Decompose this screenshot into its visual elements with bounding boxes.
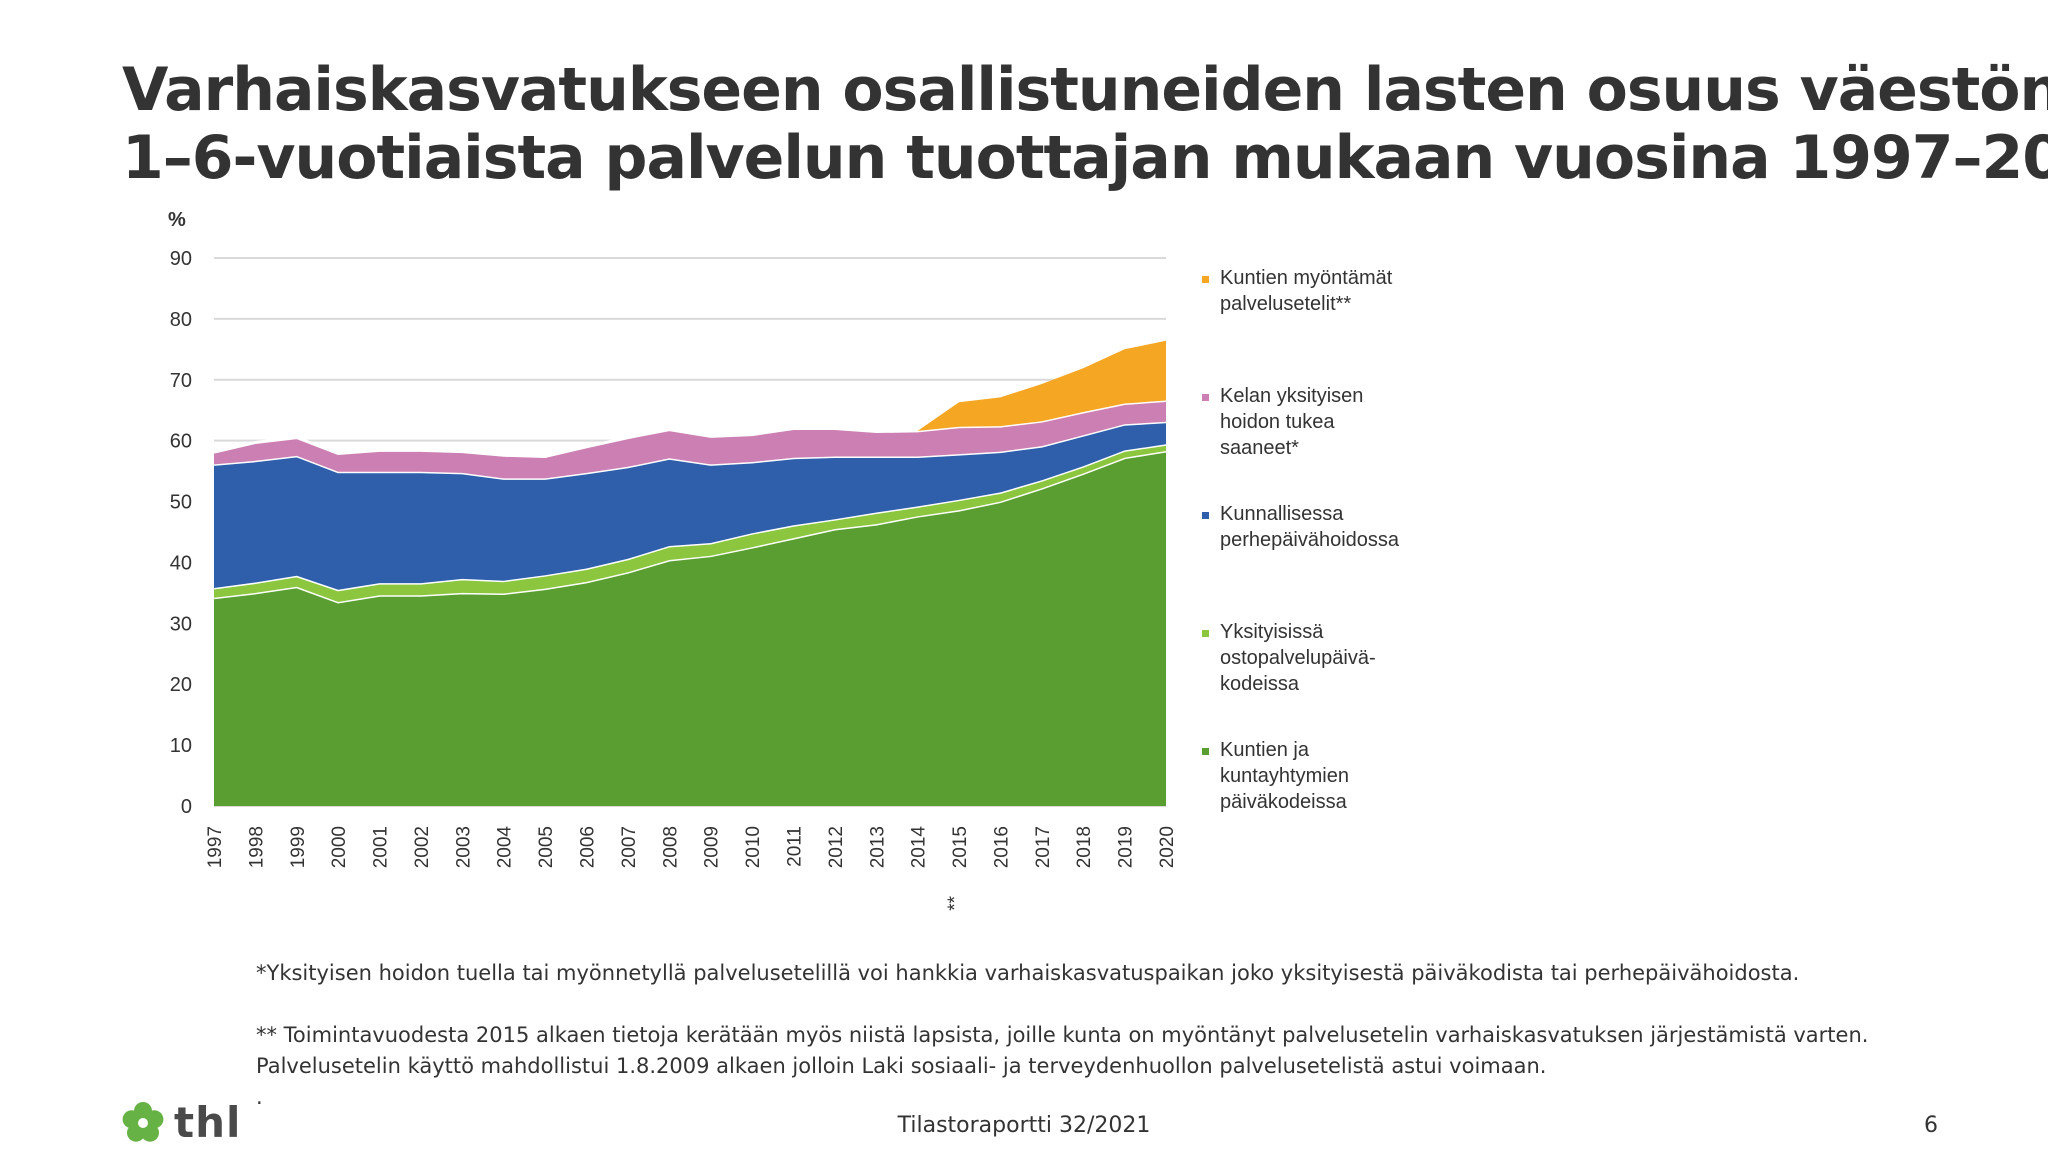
legend-label: hoidon tukea [1220, 411, 1335, 433]
y-tick-label: 70 [170, 370, 192, 392]
legend-label: Yksityisissä [1220, 621, 1324, 643]
x-tick-label: 2000 [329, 826, 350, 868]
x-tick-label: 2019 [1116, 826, 1137, 868]
x-tick-label: 2017 [1033, 826, 1054, 868]
x-tick-label: 2018 [1074, 826, 1095, 868]
report-label: Tilastoraportti 32/2021 [897, 1113, 1151, 1138]
footnote-2-line-1: ** Toimintavuodesta 2015 alkaen tietoja … [256, 1023, 1869, 1047]
area-series-2 [214, 444, 1166, 602]
x-annotation: ** [945, 895, 966, 910]
x-tick-label: 1997 [205, 826, 226, 868]
stacked-area-chart: % 0 10 20 30 40 50 60 70 80 90 1997 1998 1999 2000 2001… [168, 209, 1400, 911]
thl-logo: thl [120, 1098, 241, 1147]
y-tick-label: 60 [170, 431, 192, 453]
legend-label: palvelusetelit** [1220, 293, 1351, 315]
legend-label: Kunnallisessa [1220, 503, 1344, 525]
x-tick-label: 2008 [660, 826, 681, 868]
legend-label: perhepäivähoidossa [1220, 529, 1400, 551]
y-tick-label: 80 [170, 309, 192, 331]
legend-label: Kuntien ja [1220, 739, 1310, 761]
legend-label: Kuntien myöntämät [1220, 267, 1393, 289]
y-tick-label: 20 [170, 674, 192, 696]
y-tick-label: 40 [170, 552, 192, 574]
footnote-dot: . [256, 1085, 263, 1109]
legend-swatch-2 [1202, 394, 1209, 401]
y-tick-label: 90 [170, 248, 192, 270]
y-axis-label: % [168, 209, 186, 231]
footnotes: *Yksityisen hoidon tuella tai myönnetyll… [256, 958, 1996, 1113]
x-tick-label: 2006 [578, 826, 599, 868]
x-tick-label: 2014 [909, 826, 930, 869]
area-series-3 [214, 421, 1166, 590]
x-tick-label: 2013 [867, 826, 888, 868]
footnote-2-line-2: Palvelusetelin käyttö mahdollistui 1.8.2… [256, 1054, 1547, 1078]
page-number: 6 [1924, 1113, 1938, 1138]
y-tick-label: 10 [170, 735, 192, 757]
area-series-1 [214, 451, 1166, 806]
x-tick-label: 2002 [412, 826, 433, 868]
legend-swatch-5 [1202, 748, 1209, 755]
x-tick-label: 2004 [495, 826, 516, 869]
x-tick-label: 2009 [702, 826, 723, 868]
x-tick-label: 2015 [950, 826, 971, 868]
x-tick-label: 2020 [1157, 826, 1178, 868]
x-tick-label: 1998 [246, 826, 267, 868]
y-tick-label: 30 [170, 613, 192, 635]
x-tick-label: 2005 [536, 826, 557, 868]
x-tick-label: 2012 [826, 826, 847, 868]
legend-label: saaneet* [1220, 437, 1299, 459]
legend-label: ostopalvelupäivä- [1220, 647, 1376, 669]
x-tick-label: 2003 [453, 826, 474, 868]
legend-swatch-1 [1202, 276, 1209, 283]
legend-label: kuntayhtymien [1220, 765, 1349, 787]
x-tick-label: 2010 [743, 826, 764, 868]
legend-swatch-4 [1202, 630, 1209, 637]
legend-label: kodeissa [1220, 673, 1300, 695]
legend-label: Kelan yksityisen [1220, 385, 1363, 407]
x-tick-label: 2016 [991, 826, 1012, 868]
x-tick-label: 2007 [619, 826, 640, 868]
legend-swatch-3 [1202, 512, 1209, 519]
x-tick-label: 2001 [371, 826, 392, 868]
legend-label: päiväkodeissa [1220, 791, 1348, 813]
x-tick-label: 2011 [784, 826, 805, 867]
y-tick-label: 0 [181, 796, 192, 818]
footnote-1: *Yksityisen hoidon tuella tai myönnetyll… [256, 961, 1800, 985]
x-tick-label: 1999 [288, 826, 309, 868]
y-tick-label: 50 [170, 492, 192, 514]
flower-icon [122, 1101, 164, 1142]
area-series-5 [917, 340, 1166, 431]
logo-text: thl [174, 1098, 242, 1147]
area-series-4 [214, 400, 1166, 479]
title-line-1: Varhaiskasvatukseen osallistuneiden last… [122, 55, 2048, 125]
title-line-2: 1–6-vuotiaista palvelun tuottajan mukaan… [122, 123, 2048, 193]
page-title: Varhaiskasvatukseen osallistuneiden last… [122, 55, 2048, 193]
